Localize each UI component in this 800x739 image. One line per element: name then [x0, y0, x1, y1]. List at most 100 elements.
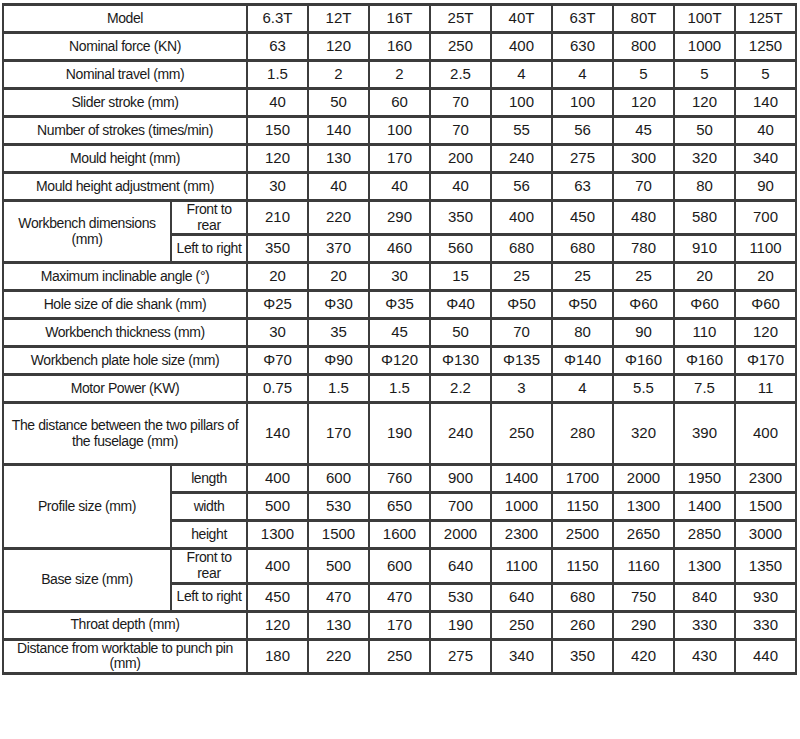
cell-value: 220: [308, 201, 369, 235]
cell-value: 240: [430, 403, 491, 465]
cell-value: 180: [247, 639, 308, 673]
cell-value: 680: [552, 583, 613, 611]
table-row: Profile size (mm)length40060076090014001…: [3, 465, 796, 493]
cell-value: 330: [674, 611, 735, 639]
spec-table-body: Model6.3T12T16T25T40T63T80T100T125TNomin…: [3, 5, 796, 674]
row-label: Hole size of die shank (mm): [3, 291, 247, 319]
cell-value: 20: [674, 263, 735, 291]
cell-value: 25: [613, 263, 674, 291]
cell-value: 580: [674, 201, 735, 235]
cell-value: 125T: [735, 5, 796, 33]
cell-value: 170: [308, 403, 369, 465]
cell-value: 680: [491, 235, 552, 263]
cell-value: 250: [369, 639, 430, 673]
cell-value: 220: [308, 639, 369, 673]
row-label: Number of strokes (times/min): [3, 117, 247, 145]
cell-value: 1300: [674, 549, 735, 583]
cell-value: 400: [247, 549, 308, 583]
row-label: Mould height adjustment (mm): [3, 173, 247, 201]
cell-value: 90: [613, 319, 674, 347]
cell-value: 1700: [552, 465, 613, 493]
row-sublabel: width: [171, 493, 247, 521]
cell-value: 70: [491, 319, 552, 347]
table-row: Distance from worktable to punch pin (mm…: [3, 639, 796, 673]
cell-value: 450: [247, 583, 308, 611]
cell-value: 4: [552, 375, 613, 403]
cell-value: 70: [430, 89, 491, 117]
cell-value: 450: [552, 201, 613, 235]
cell-value: 1250: [735, 33, 796, 61]
row-label: Workbench thickness (mm): [3, 319, 247, 347]
cell-value: Φ60: [613, 291, 674, 319]
cell-value: 170: [369, 611, 430, 639]
cell-value: 120: [247, 145, 308, 173]
cell-value: 1160: [613, 549, 674, 583]
cell-value: 600: [369, 549, 430, 583]
cell-value: 250: [430, 33, 491, 61]
cell-value: 1.5: [308, 375, 369, 403]
row-label: Distance from worktable to punch pin (mm…: [3, 639, 247, 673]
cell-value: 20: [247, 263, 308, 291]
cell-value: 15: [430, 263, 491, 291]
cell-value: 2.5: [430, 61, 491, 89]
cell-value: 120: [735, 319, 796, 347]
cell-value: 50: [674, 117, 735, 145]
cell-value: 320: [674, 145, 735, 173]
row-group-label: Base size (mm): [3, 549, 171, 611]
cell-value: 350: [552, 639, 613, 673]
row-sublabel: Front to rear: [171, 201, 247, 235]
cell-value: Φ170: [735, 347, 796, 375]
cell-value: 640: [430, 549, 491, 583]
cell-value: Φ40: [430, 291, 491, 319]
cell-value: 530: [308, 493, 369, 521]
row-group-label: Profile size (mm): [3, 465, 171, 549]
cell-value: 40T: [491, 5, 552, 33]
cell-value: Φ60: [674, 291, 735, 319]
cell-value: 2000: [430, 521, 491, 549]
cell-value: 400: [247, 465, 308, 493]
cell-value: 350: [247, 235, 308, 263]
cell-value: 290: [613, 611, 674, 639]
cell-value: 1600: [369, 521, 430, 549]
cell-value: 275: [552, 145, 613, 173]
cell-value: 100: [369, 117, 430, 145]
row-label: The distance between the two pillars of …: [3, 403, 247, 465]
table-row: Motor Power (KW)0.751.51.52.2345.57.511: [3, 375, 796, 403]
cell-value: 2.2: [430, 375, 491, 403]
cell-value: 1350: [735, 549, 796, 583]
cell-value: 140: [735, 89, 796, 117]
cell-value: 45: [613, 117, 674, 145]
cell-value: 330: [735, 611, 796, 639]
row-sublabel: height: [171, 521, 247, 549]
cell-value: 7.5: [674, 375, 735, 403]
cell-value: 40: [247, 89, 308, 117]
row-sublabel: Front to rear: [171, 549, 247, 583]
table-row: Nominal force (KN)6312016025040063080010…: [3, 33, 796, 61]
cell-value: 5.5: [613, 375, 674, 403]
cell-value: 650: [369, 493, 430, 521]
cell-value: Φ35: [369, 291, 430, 319]
row-label: Model: [3, 5, 247, 33]
cell-value: 5: [613, 61, 674, 89]
cell-value: 55: [491, 117, 552, 145]
spec-table: Model6.3T12T16T25T40T63T80T100T125TNomin…: [2, 3, 797, 675]
cell-value: 800: [613, 33, 674, 61]
table-row: Model6.3T12T16T25T40T63T80T100T125T: [3, 5, 796, 33]
cell-value: 260: [552, 611, 613, 639]
cell-value: 250: [491, 611, 552, 639]
row-label: Maximum inclinable angle (°): [3, 263, 247, 291]
cell-value: 50: [430, 319, 491, 347]
cell-value: 120: [613, 89, 674, 117]
cell-value: Φ25: [247, 291, 308, 319]
cell-value: 2500: [552, 521, 613, 549]
cell-value: 5: [674, 61, 735, 89]
table-row: Mould height adjustment (mm)304040405663…: [3, 173, 796, 201]
cell-value: 30: [369, 263, 430, 291]
cell-value: Φ160: [613, 347, 674, 375]
row-sublabel: length: [171, 465, 247, 493]
row-label: Motor Power (KW): [3, 375, 247, 403]
cell-value: Φ120: [369, 347, 430, 375]
cell-value: 1000: [491, 493, 552, 521]
cell-value: 2000: [613, 465, 674, 493]
cell-value: 930: [735, 583, 796, 611]
